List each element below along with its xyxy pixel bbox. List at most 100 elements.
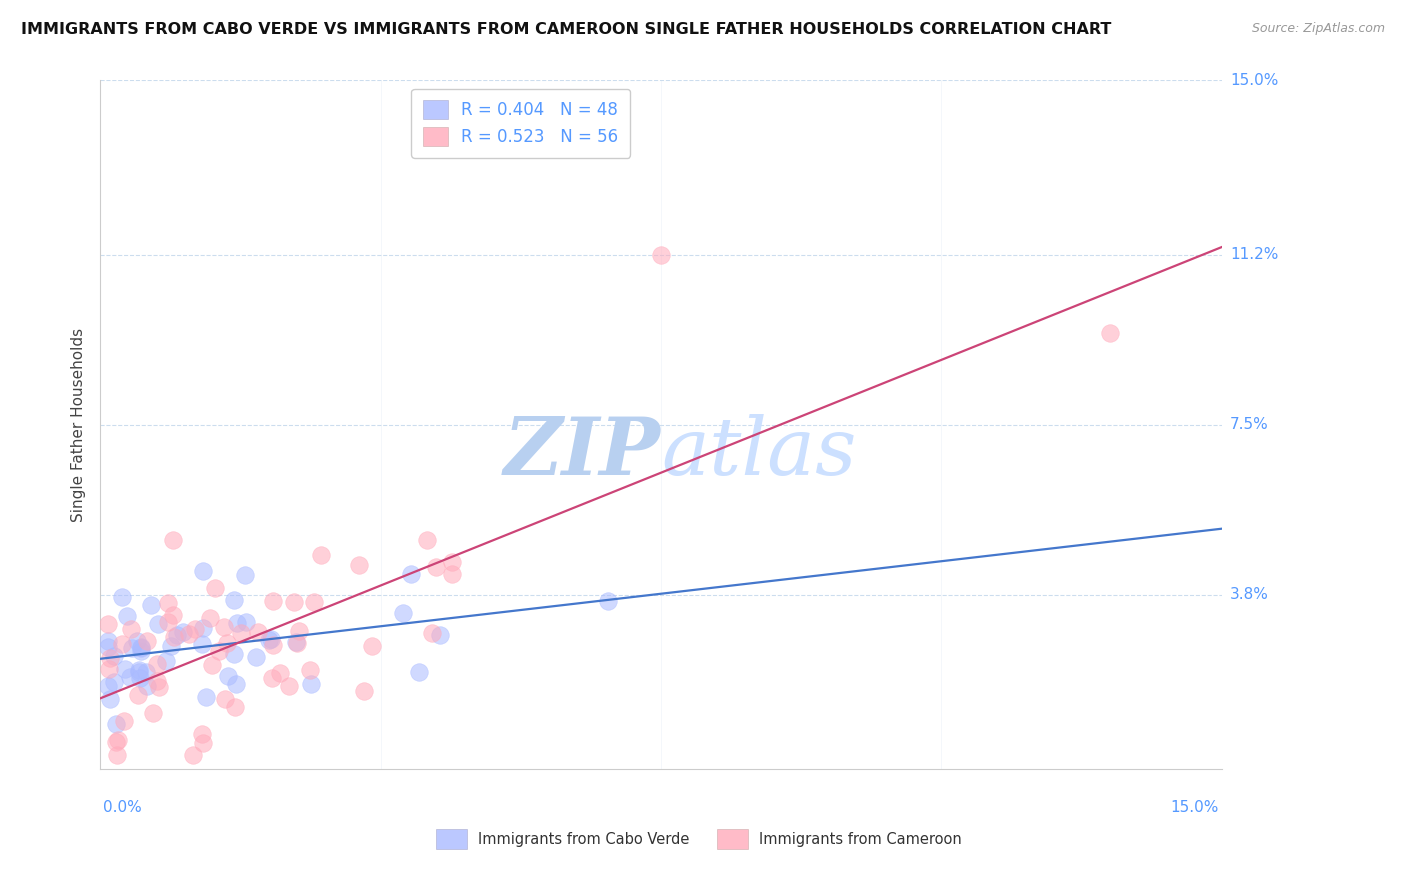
Point bbox=[181, 748, 204, 763]
Point bbox=[214, 691, 236, 706]
Text: 0.0%: 0.0% bbox=[103, 799, 142, 814]
Point bbox=[201, 657, 224, 672]
Point bbox=[121, 640, 143, 655]
Text: ZIP: ZIP bbox=[505, 414, 661, 491]
Point bbox=[208, 644, 231, 658]
Point bbox=[107, 733, 129, 747]
Text: 15.0%: 15.0% bbox=[1230, 73, 1278, 88]
Point bbox=[260, 632, 283, 646]
Text: 15.0%: 15.0% bbox=[1171, 799, 1219, 814]
Point bbox=[304, 595, 326, 609]
Point bbox=[225, 677, 247, 691]
Point bbox=[114, 662, 136, 676]
Point bbox=[97, 662, 120, 676]
Point bbox=[198, 611, 221, 625]
Point bbox=[129, 671, 152, 685]
Point bbox=[129, 640, 152, 655]
Point bbox=[399, 566, 422, 581]
Point bbox=[191, 564, 214, 578]
Point bbox=[146, 657, 169, 672]
Point bbox=[155, 654, 177, 668]
Point bbox=[129, 640, 152, 654]
Point bbox=[191, 727, 214, 741]
Point bbox=[118, 670, 141, 684]
Point bbox=[193, 736, 215, 750]
Point bbox=[247, 624, 270, 639]
Point bbox=[429, 628, 451, 642]
Point bbox=[193, 620, 215, 634]
Point bbox=[361, 639, 384, 653]
Point bbox=[157, 596, 180, 610]
Y-axis label: Single Father Households: Single Father Households bbox=[72, 327, 86, 522]
Point bbox=[441, 555, 464, 569]
Text: IMMIGRANTS FROM CABO VERDE VS IMMIGRANTS FROM CAMEROON SINGLE FATHER HOUSEHOLDS : IMMIGRANTS FROM CABO VERDE VS IMMIGRANTS… bbox=[21, 22, 1112, 37]
Point bbox=[177, 627, 200, 641]
Point bbox=[1098, 326, 1121, 340]
Point bbox=[172, 624, 194, 639]
Text: 3.8%: 3.8% bbox=[1230, 587, 1270, 602]
Text: 7.5%: 7.5% bbox=[1230, 417, 1268, 433]
Text: Source: ZipAtlas.com: Source: ZipAtlas.com bbox=[1251, 22, 1385, 36]
Point bbox=[195, 690, 218, 705]
Point bbox=[166, 628, 188, 642]
Point bbox=[229, 625, 252, 640]
Point bbox=[117, 609, 139, 624]
Point bbox=[204, 581, 226, 595]
Point bbox=[212, 620, 235, 634]
Point bbox=[225, 616, 247, 631]
Point bbox=[105, 748, 128, 763]
Point bbox=[97, 640, 120, 654]
Point bbox=[112, 714, 135, 729]
Point bbox=[392, 606, 415, 620]
Point bbox=[103, 648, 125, 663]
Point bbox=[299, 676, 322, 690]
Point bbox=[111, 590, 134, 604]
Point bbox=[217, 669, 239, 683]
Point bbox=[277, 679, 299, 693]
Legend: R = 0.404   N = 48, R = 0.523   N = 56: R = 0.404 N = 48, R = 0.523 N = 56 bbox=[412, 89, 630, 158]
Point bbox=[104, 734, 127, 748]
Point bbox=[146, 674, 169, 689]
Point bbox=[353, 684, 375, 698]
Point bbox=[135, 665, 157, 679]
Point bbox=[129, 643, 152, 657]
Text: 11.2%: 11.2% bbox=[1230, 247, 1278, 262]
Point bbox=[285, 634, 308, 648]
Point bbox=[98, 692, 121, 706]
Point bbox=[139, 598, 162, 612]
Point bbox=[135, 634, 157, 648]
Point bbox=[415, 533, 437, 547]
Point bbox=[142, 706, 165, 720]
Point bbox=[408, 665, 430, 679]
Point bbox=[425, 559, 447, 574]
Point bbox=[97, 634, 120, 648]
Point bbox=[157, 615, 180, 630]
Point bbox=[288, 624, 311, 638]
Point bbox=[347, 558, 370, 572]
Point bbox=[97, 679, 120, 693]
Point bbox=[128, 665, 150, 680]
Point bbox=[159, 639, 181, 653]
Point bbox=[235, 615, 257, 630]
Point bbox=[135, 679, 157, 693]
Point bbox=[215, 636, 238, 650]
Point bbox=[440, 567, 463, 582]
Point bbox=[298, 663, 321, 677]
Point bbox=[233, 567, 256, 582]
Point bbox=[111, 637, 134, 651]
Point bbox=[222, 648, 245, 662]
Point bbox=[262, 671, 284, 685]
Point bbox=[162, 533, 184, 547]
Point bbox=[269, 665, 291, 680]
Point bbox=[245, 650, 267, 665]
Point bbox=[162, 608, 184, 623]
Point bbox=[184, 622, 207, 636]
Point bbox=[596, 594, 619, 608]
Point bbox=[190, 637, 212, 651]
Point bbox=[125, 634, 148, 648]
Point bbox=[103, 674, 125, 689]
Point bbox=[162, 630, 184, 644]
Point bbox=[262, 594, 284, 608]
Point bbox=[650, 248, 672, 262]
Point bbox=[127, 688, 149, 702]
